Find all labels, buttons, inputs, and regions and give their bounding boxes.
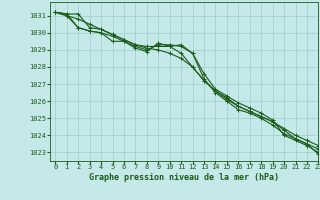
X-axis label: Graphe pression niveau de la mer (hPa): Graphe pression niveau de la mer (hPa) [89, 173, 279, 182]
